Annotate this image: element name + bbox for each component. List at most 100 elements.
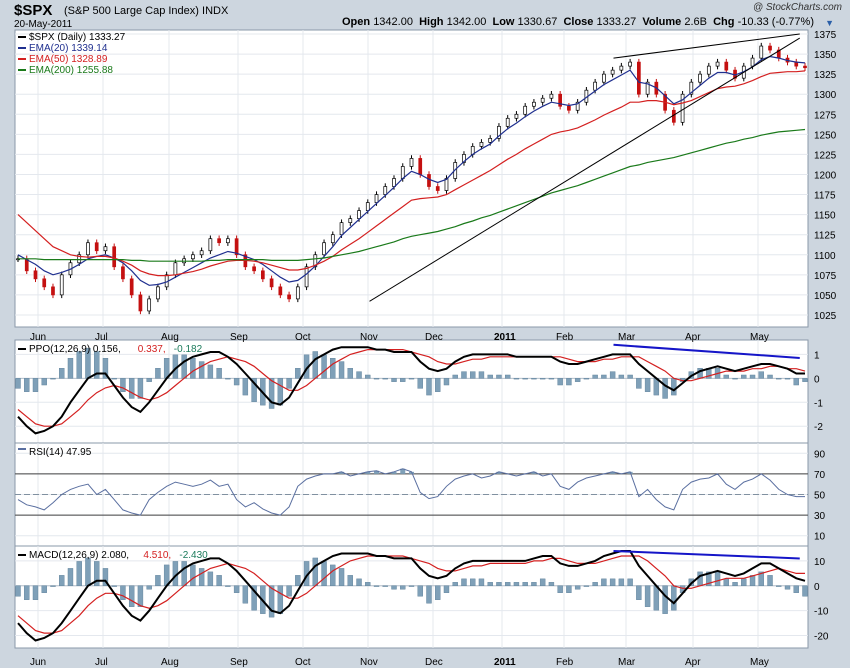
price-candle <box>400 166 405 179</box>
symbol: $SPX <box>14 2 53 19</box>
y-tick-label: -2 <box>814 422 823 433</box>
histogram-bar <box>408 378 415 380</box>
y-tick-label: -1 <box>814 398 823 409</box>
price-candle <box>540 97 545 103</box>
price-candle <box>217 238 221 244</box>
histogram-bar <box>592 582 598 587</box>
histogram-bar <box>400 378 406 382</box>
legend-entry: EMA(200) 1255.88 <box>29 65 113 76</box>
histogram-bar <box>714 571 721 587</box>
histogram-bar <box>268 585 275 618</box>
histogram-bar <box>644 585 651 607</box>
price-candle <box>226 238 230 244</box>
histogram-bar <box>41 585 47 593</box>
watermark: @ StockCharts.com <box>752 2 842 13</box>
histogram-bar <box>601 374 607 379</box>
chg-label: Chg <box>713 16 735 28</box>
x-tick-label: Feb <box>556 332 574 343</box>
price-candle <box>287 294 291 300</box>
y-tick-label: 1325 <box>814 70 837 81</box>
price-candle <box>523 105 528 115</box>
histogram-bar <box>426 378 432 396</box>
ppo-line <box>17 346 805 435</box>
price-candle <box>121 266 125 280</box>
resistance-trendline <box>613 33 800 59</box>
price-candle <box>234 238 239 256</box>
rsi-overbought-fill <box>531 471 537 474</box>
price-candle <box>383 186 388 195</box>
x-tick-label: May <box>750 657 769 668</box>
price-candle <box>750 57 755 67</box>
histogram-bar <box>636 585 642 600</box>
price-candle <box>628 61 632 67</box>
histogram-bar <box>15 378 21 389</box>
y-tick-label: 30 <box>814 511 826 522</box>
price-candle <box>610 69 615 75</box>
histogram-bar <box>784 585 791 590</box>
histogram-bar <box>627 374 633 379</box>
x-tick-label: Mar <box>618 332 636 343</box>
price-candle <box>339 222 344 236</box>
histogram-bar <box>59 368 65 379</box>
price-candle <box>619 65 624 71</box>
price-candle <box>645 81 650 95</box>
histogram-bar <box>461 371 467 379</box>
ema200-line <box>18 128 806 262</box>
y-tick-label: 10 <box>814 557 826 568</box>
price-candle <box>199 250 204 256</box>
histogram-bar <box>557 378 563 386</box>
histogram-bar <box>277 378 284 406</box>
price-candle <box>269 278 274 288</box>
dropdown-arrow-icon[interactable]: ▼ <box>825 18 834 28</box>
y-tick-label: 1300 <box>814 90 837 101</box>
x-tick-label: Sep <box>230 332 248 343</box>
price-candle <box>724 61 729 71</box>
histogram-bar <box>776 378 782 380</box>
volume-value: 2.6B <box>684 16 707 28</box>
histogram-bar <box>50 585 56 587</box>
exchange: INDX <box>202 5 229 17</box>
histogram-bar <box>338 361 345 379</box>
histogram-bar <box>496 582 502 587</box>
legend-entry: EMA(20) 1339.14 <box>29 43 108 54</box>
histogram-bar <box>76 561 82 587</box>
histogram-bar <box>531 582 537 587</box>
price-candle <box>488 138 493 143</box>
histogram-bar <box>155 368 161 379</box>
histogram-bar <box>618 578 625 587</box>
y-tick-label: 1125 <box>814 231 836 242</box>
histogram-bar <box>470 578 476 587</box>
legend-entry: 4.510, <box>143 550 171 561</box>
price-candle <box>602 73 606 83</box>
rsi-line <box>17 468 805 516</box>
histogram-bar <box>548 582 555 587</box>
price-candle <box>365 202 370 211</box>
rsi-overbought-fill <box>374 470 380 474</box>
x-tick-label: Nov <box>360 332 378 343</box>
y-tick-label: 1225 <box>814 150 837 161</box>
histogram-bar <box>391 585 397 590</box>
histogram-bar <box>312 351 319 379</box>
price-candle <box>322 242 326 256</box>
x-tick-label: Aug <box>161 332 179 343</box>
support-trendline <box>369 37 801 302</box>
price-candle <box>698 73 702 83</box>
high-value: 1342.00 <box>446 16 487 28</box>
histogram-bar <box>242 585 249 604</box>
histogram-bar <box>504 582 511 587</box>
histogram-bar <box>251 585 257 611</box>
histogram-bar <box>671 378 677 396</box>
histogram-bar <box>452 582 458 587</box>
histogram-bar <box>802 378 808 382</box>
price-candle <box>435 186 440 191</box>
close-value: 1333.27 <box>596 16 637 28</box>
histogram-bar <box>382 378 388 380</box>
price-candle <box>348 218 353 223</box>
open-value: 1342.00 <box>373 16 413 28</box>
histogram-bar <box>225 378 231 380</box>
histogram-bar <box>609 371 616 379</box>
histogram-bar <box>443 585 450 593</box>
histogram-bar <box>128 585 135 607</box>
histogram-bar <box>382 585 388 587</box>
histogram-bar <box>120 378 126 392</box>
